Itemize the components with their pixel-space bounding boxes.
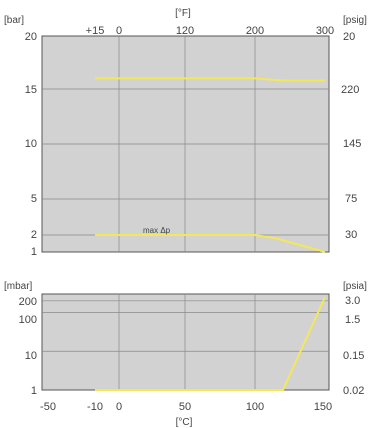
- bottom-x-ticks: -50 -10 0 50 100 150: [40, 401, 332, 413]
- top-tick-psig-30: 30: [345, 229, 357, 241]
- top-unit-fahrenheit: [°F]: [175, 8, 191, 19]
- bottom-tick-c-0: 0: [116, 401, 122, 413]
- bottom-tick-c-100: 100: [246, 401, 264, 413]
- top-tick-psig-75: 75: [345, 193, 357, 205]
- top-x-ticks: +15 0 120 200 300: [86, 25, 335, 37]
- bottom-tick-mbar-200: 200: [19, 296, 37, 308]
- top-gridlines: [42, 36, 329, 252]
- bottom-tick-mbar-10: 10: [25, 350, 37, 362]
- top-tick-f-200: 200: [246, 25, 264, 37]
- bottom-series-line-0: [95, 296, 326, 391]
- top-series-line-1: [95, 234, 326, 253]
- top-tick-psig-220: 220: [341, 84, 359, 96]
- bottom-y-ticks-right: 3.0 1.5 0.15 0.02: [343, 295, 364, 397]
- bottom-unit-celsius: [°C]: [176, 417, 193, 428]
- bottom-unit-psia: [psia]: [343, 281, 367, 292]
- bottom-tick-mbar-1: 1: [31, 385, 37, 397]
- top-series: [95, 77, 326, 253]
- top-tick-bar-15: 15: [25, 84, 37, 96]
- top-tick-psig-20: 20: [343, 31, 355, 43]
- bottom-series: [95, 296, 326, 391]
- bottom-tick-psia-0-02: 0.02: [343, 385, 364, 397]
- top-y-ticks-right: 20 220 145 75 30: [341, 31, 361, 241]
- annotation-max-dp: max Δp: [143, 226, 171, 235]
- top-tick-psig-145: 145: [343, 138, 361, 150]
- bottom-tick-c-50: 50: [179, 401, 191, 413]
- top-tick-f-300: 300: [316, 25, 334, 37]
- top-tick-f-120: 120: [176, 25, 194, 37]
- top-tick-f-plus15: +15: [86, 25, 105, 37]
- bottom-gridlines: [42, 294, 329, 390]
- bottom-tick-psia-1-5: 1.5: [345, 314, 360, 326]
- bottom-plot-area: [41, 293, 330, 391]
- top-tick-f-0: 0: [116, 25, 122, 37]
- top-unit-bar: [bar]: [4, 15, 24, 26]
- bottom-y-ticks-left: 200 100 10 1: [19, 296, 37, 397]
- top-tick-bar-1: 1: [31, 246, 37, 258]
- top-tick-bar-5: 5: [31, 193, 37, 205]
- bottom-tick-c-minus50: -50: [40, 401, 56, 413]
- top-y-ticks-left: 20 15 10 5 2 1: [25, 31, 37, 258]
- bottom-tick-c-minus10: -10: [87, 401, 103, 413]
- top-unit-psig: [psig]: [343, 15, 367, 26]
- top-tick-bar-2: 2: [31, 229, 37, 241]
- top-series-line-0: [95, 77, 325, 82]
- bottom-tick-mbar-100: 100: [19, 314, 37, 326]
- top-tick-bar-20: 20: [25, 31, 37, 43]
- bottom-tick-psia-3: 3.0: [345, 295, 360, 307]
- bottom-unit-mbar: [mbar]: [4, 281, 33, 292]
- bottom-tick-psia-0-15: 0.15: [343, 350, 364, 362]
- bottom-tick-c-150: 150: [314, 401, 332, 413]
- top-tick-bar-10: 10: [25, 138, 37, 150]
